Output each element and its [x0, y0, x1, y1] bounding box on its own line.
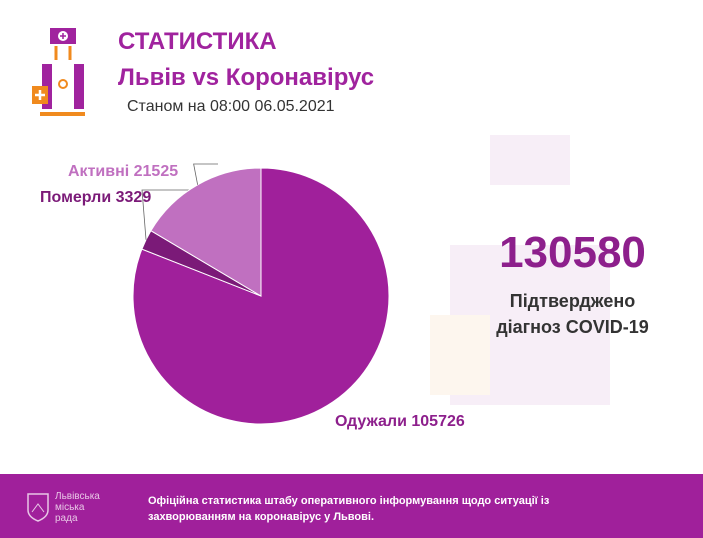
doctor-watermark-icon — [430, 135, 610, 405]
date-label: Станом на 08:00 06.05.2021 — [127, 98, 335, 115]
city-council-name: Львівська міська рада — [55, 491, 100, 524]
doctor-logo-icon — [32, 28, 85, 116]
footer-text: Офіційна статистика штабу оперативного і… — [148, 495, 550, 523]
slice-label-1: Померли 3329 — [40, 189, 151, 206]
total-confirmed-value: 130580 — [499, 228, 646, 277]
total-confirmed-label: Підтверджено діагноз COVID-19 — [470, 288, 675, 340]
slice-label-2: Активні 21525 — [68, 163, 178, 180]
pie-slice-2 — [150, 167, 262, 297]
city-line-3: рада — [55, 513, 78, 524]
pie-slice-0 — [132, 167, 390, 425]
slice-label-0: Одужали 105726 — [335, 413, 465, 430]
city-line-1: Львівська — [55, 491, 100, 502]
footer: Львівська міська рада Офіційна статистика … — [0, 474, 703, 538]
label-line-1: Підтверджено — [509, 291, 636, 311]
leader-line-2 — [193, 163, 218, 185]
city-line-2: міська — [55, 502, 85, 513]
leader-line-1 — [141, 189, 190, 240]
city-coat-of-arms-icon — [27, 493, 49, 522]
page-title: СТАТИСТИКА — [118, 28, 277, 55]
label-line-2: діагноз COVID-19 — [496, 317, 649, 337]
page-subtitle: Львів vs Коронавірус — [118, 64, 375, 91]
pie-chart: Одужали 105726 Померли 3329 Активні 21525 — [40, 163, 465, 430]
